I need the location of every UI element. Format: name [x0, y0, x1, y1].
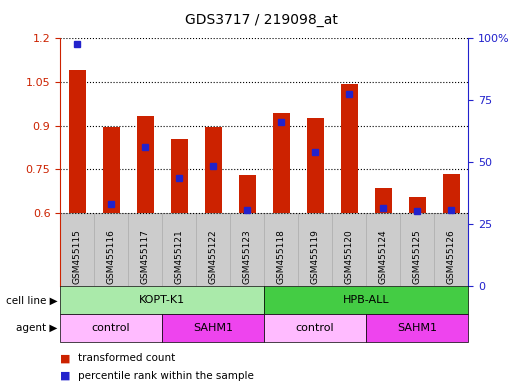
Text: GSM455121: GSM455121 — [175, 229, 184, 283]
Text: HPB-ALL: HPB-ALL — [343, 295, 390, 305]
Bar — [366, 314, 468, 342]
Text: GSM455120: GSM455120 — [345, 229, 354, 283]
Text: SAHM1: SAHM1 — [193, 323, 233, 333]
Text: percentile rank within the sample: percentile rank within the sample — [78, 371, 254, 381]
Bar — [230, 213, 264, 286]
Text: GSM455123: GSM455123 — [243, 229, 252, 283]
Text: GSM455116: GSM455116 — [107, 229, 116, 283]
Bar — [366, 213, 400, 286]
Bar — [170, 139, 188, 213]
Text: GSM455122: GSM455122 — [209, 229, 218, 283]
Bar — [162, 314, 264, 342]
Bar — [306, 119, 324, 213]
Text: transformed count: transformed count — [78, 353, 176, 363]
Bar — [434, 213, 468, 286]
Bar — [264, 286, 468, 314]
Text: GSM455124: GSM455124 — [379, 229, 388, 283]
Bar — [69, 70, 86, 213]
Bar — [400, 213, 434, 286]
Text: ■: ■ — [60, 353, 71, 363]
Text: GSM455119: GSM455119 — [311, 229, 320, 283]
Bar — [162, 213, 196, 286]
Bar — [408, 197, 426, 213]
Text: GSM455117: GSM455117 — [141, 229, 150, 283]
Text: ■: ■ — [60, 371, 71, 381]
Text: GSM455118: GSM455118 — [277, 229, 286, 283]
Text: agent ▶: agent ▶ — [16, 323, 58, 333]
Text: SAHM1: SAHM1 — [397, 323, 437, 333]
Bar — [238, 175, 256, 213]
Text: control: control — [296, 323, 334, 333]
Bar — [340, 84, 358, 213]
Bar — [103, 127, 120, 213]
Bar — [264, 213, 298, 286]
Bar — [128, 213, 162, 286]
Bar — [298, 213, 332, 286]
Text: GSM455126: GSM455126 — [447, 229, 456, 283]
Text: cell line ▶: cell line ▶ — [6, 295, 58, 305]
Bar — [94, 213, 128, 286]
Bar — [60, 213, 468, 286]
Text: control: control — [92, 323, 130, 333]
Bar — [374, 188, 392, 213]
Bar — [137, 116, 154, 213]
Bar — [60, 213, 94, 286]
Text: GSM455115: GSM455115 — [73, 229, 82, 283]
Bar — [196, 213, 230, 286]
Text: KOPT-K1: KOPT-K1 — [139, 295, 185, 305]
Text: GDS3717 / 219098_at: GDS3717 / 219098_at — [185, 13, 338, 27]
Bar — [60, 314, 162, 342]
Text: GSM455125: GSM455125 — [413, 229, 422, 283]
Bar — [204, 127, 222, 213]
Bar — [442, 174, 460, 213]
Bar — [60, 286, 264, 314]
Bar — [332, 213, 366, 286]
Bar — [264, 314, 366, 342]
Bar — [272, 113, 290, 213]
